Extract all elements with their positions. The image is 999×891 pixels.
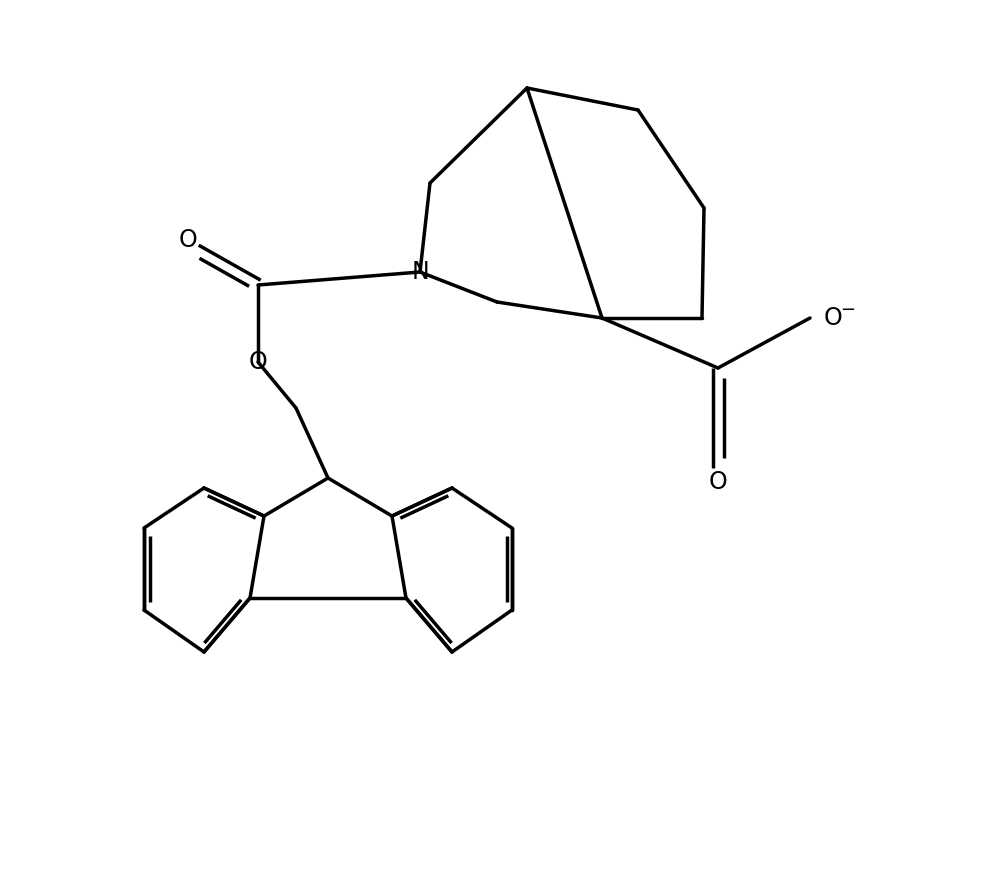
Text: N: N	[412, 260, 429, 284]
Text: −: −	[840, 301, 855, 319]
Text: O: O	[249, 350, 268, 374]
Text: O: O	[824, 306, 843, 330]
Text: O: O	[179, 228, 198, 252]
Text: O: O	[708, 470, 727, 494]
